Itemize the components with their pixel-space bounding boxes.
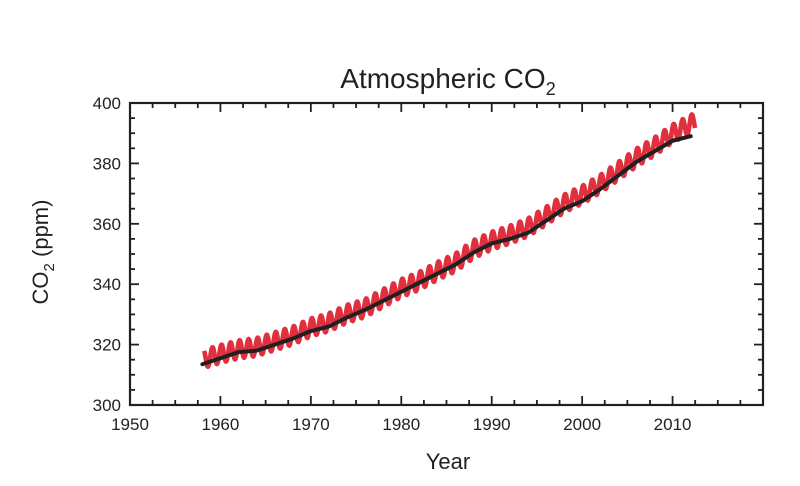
y-axis-title: CO2 (ppm) [28,200,58,305]
x-tick-label: 1950 [111,415,149,434]
x-tick-label: 1990 [473,415,511,434]
x-tick-label: 1960 [202,415,240,434]
x-tick-label: 2010 [654,415,692,434]
x-tick-label: 2000 [563,415,601,434]
axis-tick-labels: 1950 1960 1970 1980 1990 2000 2010 300 320 340 360… [93,94,692,434]
x-tick-label: 1980 [382,415,420,434]
x-tick-label: 1970 [292,415,330,434]
chart-title-subscript: 2 [546,79,556,99]
y-tick-label: 340 [93,275,121,294]
data-series [200,112,698,370]
y-tick-label: 360 [93,215,121,234]
chart-title-main: Atmospheric CO [340,63,545,94]
series-annual-mean-co2 [200,134,693,367]
y-tick-label: 400 [93,94,121,113]
y-tick-label: 300 [93,396,121,415]
y-axis-title-main: CO [28,271,53,304]
y-axis-title-subscript: 2 [41,263,58,271]
plot-frame [128,101,765,407]
chart-title: Atmospheric CO2 [340,63,555,99]
y-axis-title-suffix: (ppm) [28,200,53,264]
y-tick-label: 320 [93,336,121,355]
y-tick-label: 380 [93,154,121,173]
series-monthly-co2 [201,112,698,370]
x-axis-title: Year [426,449,470,474]
